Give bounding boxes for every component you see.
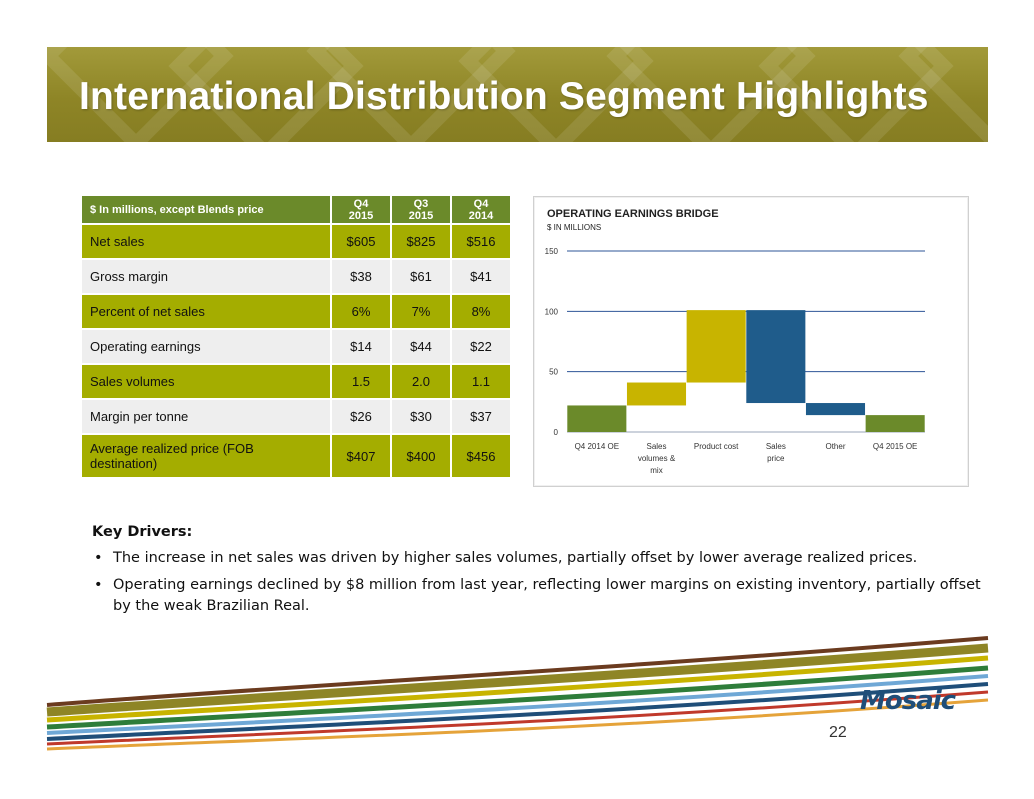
decorative-swoosh: [46, 636, 989, 751]
table-header-cell: $ In millions, except Blends price: [82, 196, 332, 225]
table-cell: $30: [391, 400, 452, 435]
x-tick-label: Product cost: [694, 442, 739, 451]
x-tick-label: Q4 2015 OE: [873, 442, 917, 451]
table-cell: Operating earnings: [82, 330, 332, 365]
table-cell: $37: [451, 400, 512, 435]
table-cell: Net sales: [82, 225, 332, 260]
table-cell: $605: [332, 225, 392, 260]
slide-title: International Distribution Segment Highl…: [79, 75, 929, 118]
waterfall-bar: [746, 310, 806, 404]
table-cell: Gross margin: [82, 260, 332, 295]
table-cell: 7%: [391, 295, 452, 330]
waterfall-bar: [567, 405, 627, 432]
chart-subtitle: $ IN MILLIONS: [547, 223, 602, 232]
chart-title: OPERATING EARNINGS BRIDGE: [547, 208, 719, 220]
table-cell: Average realized price (FOB destination): [82, 435, 332, 479]
waterfall-bar: [805, 403, 866, 416]
table-row: Average realized price (FOB destination)…: [82, 435, 512, 479]
table-cell: $407: [332, 435, 392, 479]
table-cell: $825: [391, 225, 452, 260]
table-header-cell: Q4 2014: [451, 196, 512, 225]
table-cell: 2.0: [391, 365, 452, 400]
table-cell: $41: [451, 260, 512, 295]
table-row: Net sales $605 $825 $516: [82, 225, 512, 260]
table-row: Percent of net sales 6% 7% 8%: [82, 295, 512, 330]
y-tick-label: 0: [554, 428, 559, 437]
driver-bullet: Operating earnings declined by $8 millio…: [92, 575, 992, 617]
chart-plot: 0 50 100 150 Q4 2014 OE Sales volumes & mix Prod…: [545, 247, 925, 475]
metrics-table: $ In millions, except Blends price Q4 20…: [82, 196, 512, 479]
key-drivers: Key Drivers: The increase in net sales w…: [92, 524, 992, 623]
table-header-cell: Q4 2015: [332, 196, 392, 225]
x-tick-label: Sales price: [766, 442, 786, 463]
operating-earnings-chart: OPERATING EARNINGS BRIDGE $ IN MILLIONS …: [533, 196, 969, 487]
table-header-cell: Q3 2015: [391, 196, 452, 225]
title-banner: International Distribution Segment Highl…: [47, 47, 988, 142]
driver-bullet: The increase in net sales was driven by …: [92, 548, 992, 569]
key-drivers-list: The increase in net sales was driven by …: [92, 548, 992, 617]
table-cell: $14: [332, 330, 392, 365]
table-cell: $44: [391, 330, 452, 365]
table-cell: $516: [451, 225, 512, 260]
waterfall-bar: [626, 382, 687, 406]
table-cell: 1.1: [451, 365, 512, 400]
y-tick-label: 150: [545, 247, 559, 256]
table-cell: $38: [332, 260, 392, 295]
x-tick-label: Other: [825, 442, 845, 451]
table-row: Gross margin $38 $61 $41: [82, 260, 512, 295]
y-tick-label: 100: [545, 307, 559, 316]
table-cell: $22: [451, 330, 512, 365]
waterfall-bar: [686, 310, 746, 383]
table-row: Sales volumes 1.5 2.0 1.1: [82, 365, 512, 400]
key-drivers-heading: Key Drivers:: [92, 524, 193, 540]
waterfall-bar: [865, 415, 925, 432]
table-cell: 1.5: [332, 365, 392, 400]
table-cell: $26: [332, 400, 392, 435]
page-number: 22: [829, 724, 847, 741]
y-tick-label: 50: [549, 368, 558, 377]
x-tick-label: Sales volumes & mix: [638, 442, 676, 475]
table-cell: 8%: [451, 295, 512, 330]
mosaic-logo: Mosaic: [860, 686, 956, 716]
table-row: Operating earnings $14 $44 $22: [82, 330, 512, 365]
x-tick-label: Q4 2014 OE: [575, 442, 619, 451]
table-cell: Margin per tonne: [82, 400, 332, 435]
table-row: Margin per tonne $26 $30 $37: [82, 400, 512, 435]
table-cell: $456: [451, 435, 512, 479]
table-cell: 6%: [332, 295, 392, 330]
table-cell: Percent of net sales: [82, 295, 332, 330]
table-cell: $400: [391, 435, 452, 479]
table-header-row: $ In millions, except Blends price Q4 20…: [82, 196, 512, 225]
table-cell: $61: [391, 260, 452, 295]
table-cell: Sales volumes: [82, 365, 332, 400]
